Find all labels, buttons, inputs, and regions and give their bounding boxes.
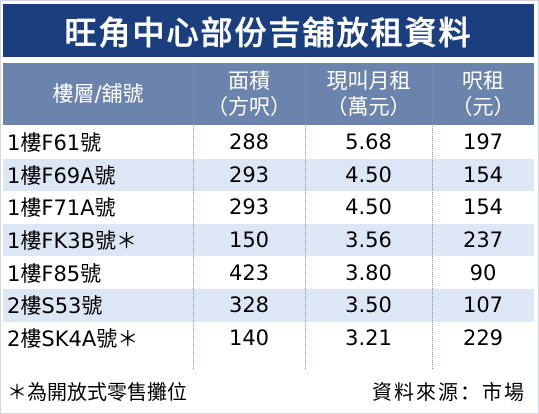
table-row: 1樓F71A號 293 4.50 154 — [3, 191, 534, 224]
header-psf: 呎租 （元） — [432, 63, 534, 125]
table-footer: ＊為開放式零售攤位 資料來源：市場 — [3, 370, 534, 410]
area-cell: 328 — [228, 293, 270, 318]
header-unit-label: 樓層/舖號 — [52, 82, 144, 106]
unit-cell: 1樓F85號 — [7, 261, 102, 286]
unit-cell: 2樓SK4A號＊ — [7, 326, 139, 351]
column-divider — [305, 63, 306, 369]
table-row: 2樓S53號 328 3.50 107 — [3, 288, 534, 322]
header-rent: 現叫月租 （萬元） — [305, 63, 432, 125]
area-cell: 140 — [228, 325, 270, 350]
header-psf-label: 呎租 — [462, 69, 504, 93]
table-row: 1樓F85號 423 3.80 90 — [3, 256, 534, 289]
area-cell: 293 — [228, 195, 270, 220]
header-area: 面積 （方呎） — [193, 63, 305, 125]
source-credit: 資料來源：市場 — [372, 380, 526, 404]
psf-cell: 154 — [462, 195, 504, 220]
psf-cell: 107 — [462, 293, 504, 318]
header-unit: 樓層/舖號 — [3, 63, 193, 125]
unit-cell: 1樓F71A號 — [7, 196, 116, 221]
psf-cell: 197 — [462, 130, 504, 155]
header-rent-unit: （萬元） — [326, 95, 411, 119]
table-row: 1樓F61號 288 5.68 197 — [3, 126, 534, 159]
area-cell: 150 — [228, 228, 270, 253]
header-area-label: 面積 — [228, 69, 270, 93]
column-divider — [432, 63, 433, 369]
header-rent-label: 現叫月租 — [326, 69, 411, 93]
table-title: 旺角中心部份吉舖放租資料 — [3, 4, 534, 57]
unit-cell: 1樓F61號 — [7, 131, 102, 156]
rent-cell: 3.21 — [345, 325, 392, 350]
rent-cell: 4.50 — [345, 162, 392, 187]
rent-cell: 4.50 — [345, 195, 392, 220]
area-cell: 288 — [228, 130, 270, 155]
psf-cell: 229 — [462, 325, 504, 350]
unit-cell: 2樓S53號 — [7, 294, 103, 319]
table-row: 2樓SK4A號＊ 140 3.21 229 — [3, 322, 534, 355]
rent-cell: 3.80 — [345, 260, 392, 285]
psf-cell: 154 — [462, 162, 504, 187]
rent-cell: 3.50 — [345, 293, 392, 318]
column-divider — [193, 63, 194, 369]
area-cell: 293 — [228, 162, 270, 187]
area-cell: 423 — [228, 260, 270, 285]
rent-cell: 3.56 — [345, 228, 392, 253]
footnote: ＊為開放式零售攤位 — [7, 380, 187, 404]
psf-cell: 237 — [462, 228, 504, 253]
table-row: 1樓FK3B號＊ 150 3.56 237 — [3, 223, 534, 257]
header-area-unit: （方呎） — [207, 95, 291, 119]
header-psf-unit: （元） — [451, 95, 515, 119]
table-header: 樓層/舖號 面積 （方呎） 現叫月租 （萬元） 呎租 （元） — [3, 63, 534, 125]
unit-cell: 1樓F69A號 — [7, 163, 116, 188]
rent-cell: 5.68 — [345, 130, 392, 155]
unit-cell: 1樓FK3B號＊ — [7, 229, 137, 254]
table-body: 1樓F61號 288 5.68 197 1樓F69A號 293 4.50 154… — [3, 126, 534, 354]
psf-cell: 90 — [469, 260, 497, 285]
table-row: 1樓F69A號 293 4.50 154 — [3, 158, 534, 192]
